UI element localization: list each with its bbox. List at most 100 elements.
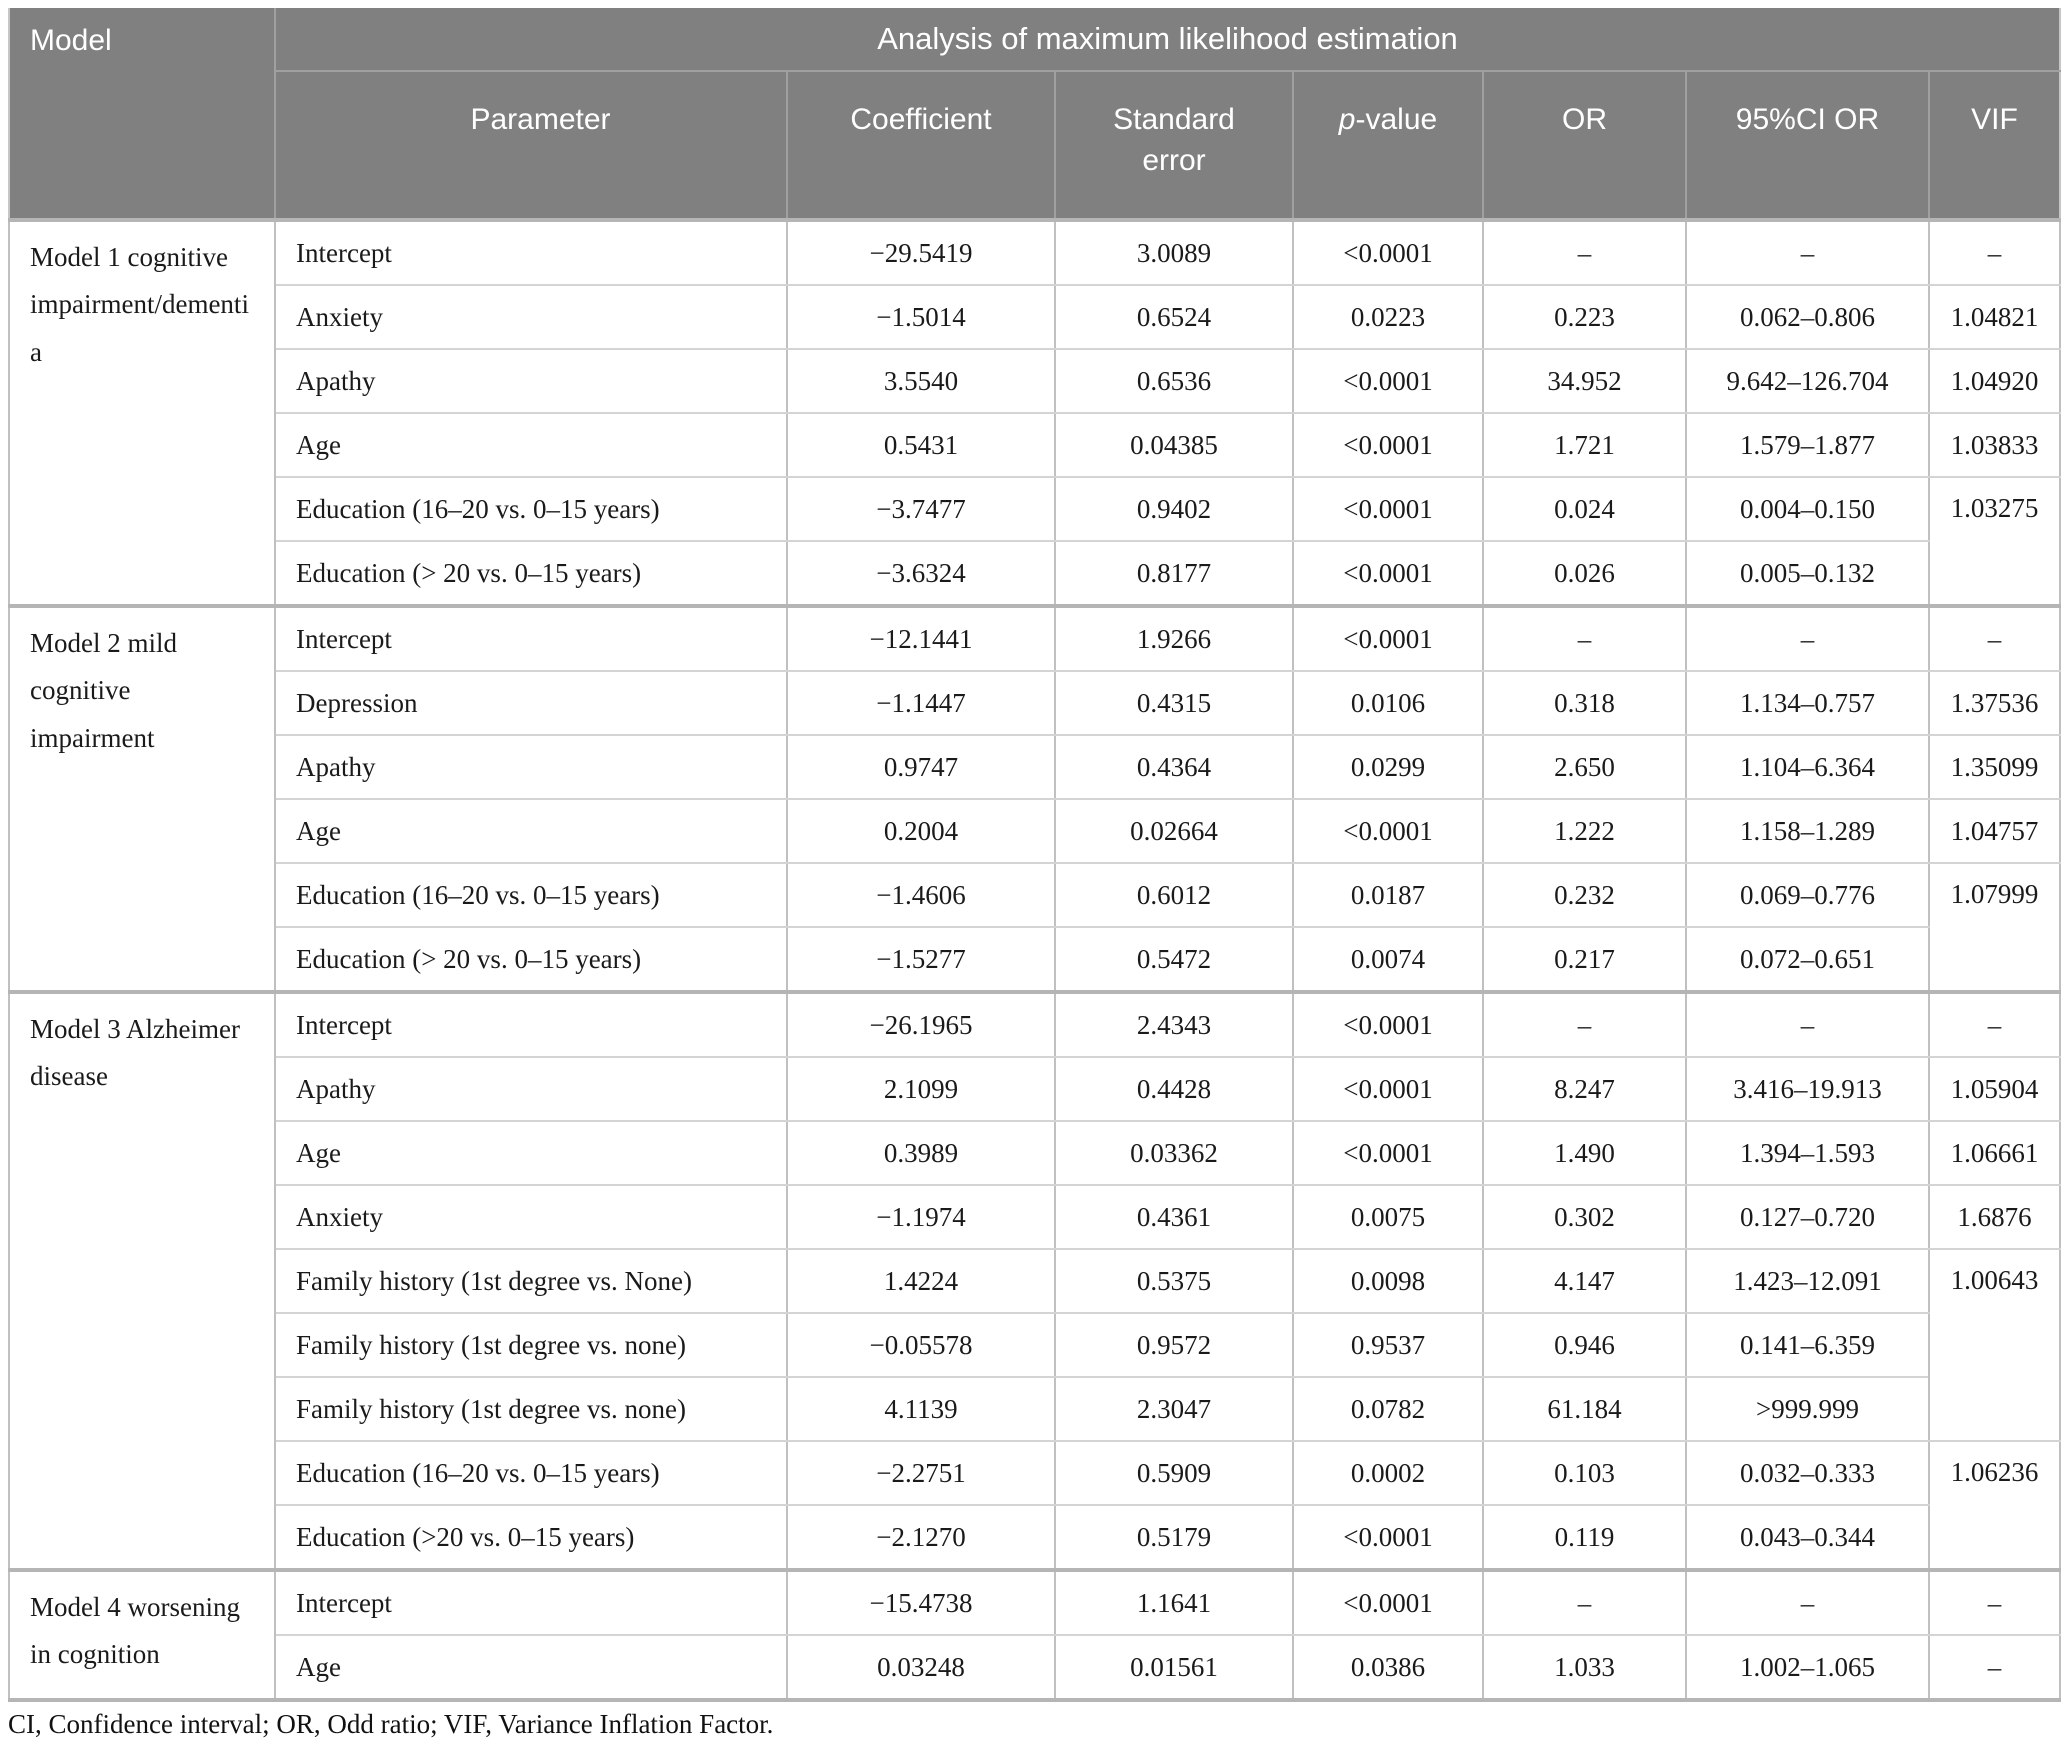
p-value-cell: <0.0001 — [1292, 1120, 1484, 1186]
coefficient-cell: −1.1447 — [786, 670, 1056, 736]
p-value-cell: 0.0386 — [1292, 1634, 1484, 1701]
table-row: Family history (1st degree vs. none) 4.11… — [9, 1376, 2060, 1442]
table-row: Age 0.2004 0.02664 <0.0001 1.222 1.158–1.289 1… — [9, 798, 2062, 864]
vif-cell: 1.6876 — [1927, 1184, 2062, 1250]
model-group: Model 4 worsening in cognition Intercept −… — [8, 1569, 2062, 1701]
p-value-cell: <0.0001 — [1292, 348, 1484, 414]
ci-or-cell: 1.579–1.877 — [1685, 412, 1930, 478]
standard-error-cell: 0.03362 — [1054, 1120, 1294, 1186]
vif-cell: – — [1927, 1569, 2062, 1636]
parameter-cell: Age — [274, 412, 788, 478]
parameter-cell: Intercept — [274, 1569, 788, 1636]
standard-error-cell: 0.6536 — [1054, 348, 1294, 414]
coefficient-cell: 0.9747 — [786, 734, 1056, 800]
ci-or-cell: 9.642–126.704 — [1685, 348, 1930, 414]
model-group: Model 1 cognitive impairment/dementia Int… — [8, 219, 2062, 607]
or-cell: 0.223 — [1482, 284, 1687, 350]
standard-error-cell: 0.6524 — [1054, 284, 1294, 350]
ci-or-cell: 0.141–6.359 — [1685, 1312, 1930, 1378]
standard-error-cell: 2.3047 — [1054, 1376, 1294, 1442]
table-footnote: CI, Confidence interval; OR, Odd ratio; … — [8, 1709, 774, 1739]
ci-or-cell: 0.127–0.720 — [1685, 1184, 1930, 1250]
standard-error-cell: 0.4364 — [1054, 734, 1294, 800]
standard-error-cell: 0.5375 — [1054, 1248, 1294, 1314]
parameter-cell: Family history (1st degree vs. none) — [274, 1312, 788, 1378]
header-row-sub: Parameter Coefficient Standard error p-v… — [9, 70, 2061, 221]
ci-or-cell: 0.043–0.344 — [1685, 1504, 1930, 1571]
p-value-cell: <0.0001 — [1292, 412, 1484, 478]
or-cell: – — [1482, 991, 1687, 1058]
or-cell: 8.247 — [1482, 1056, 1687, 1122]
standard-error-cell: 2.4343 — [1054, 991, 1294, 1058]
standard-error-cell: 0.4361 — [1054, 1184, 1294, 1250]
model-cell: Model 2 mild cognitive impairment — [8, 605, 276, 993]
coefficient-cell: 0.3989 — [786, 1120, 1056, 1186]
parameter-cell: Intercept — [274, 991, 788, 1058]
table-row: Education (16–20 vs. 0–15 years) −3.7477 0… — [9, 476, 2062, 607]
table-row: Apathy 2.1099 0.4428 <0.0001 8.247 3.416–19.9… — [9, 1056, 2062, 1122]
or-cell: 1.222 — [1482, 798, 1687, 864]
or-cell: 0.232 — [1482, 862, 1687, 928]
coefficient-cell: −2.1270 — [786, 1504, 1056, 1571]
coefficient-cell: −2.2751 — [786, 1440, 1056, 1506]
model-group: Model 2 mild cognitive impairment Interce… — [8, 605, 2062, 993]
p-value-cell: 0.0782 — [1292, 1376, 1484, 1442]
p-value-cell: <0.0001 — [1292, 1569, 1484, 1636]
or-cell: – — [1482, 605, 1687, 672]
parameter-cell: Age — [274, 1634, 788, 1701]
standard-error-cell: 0.8177 — [1054, 540, 1294, 607]
parameter-cell: Intercept — [274, 605, 788, 672]
or-cell: 0.026 — [1482, 540, 1687, 607]
ci-or-cell: 0.004–0.150 — [1685, 476, 1930, 542]
or-cell: 0.318 — [1482, 670, 1687, 736]
parameter-cell: Intercept — [274, 219, 788, 286]
or-cell: – — [1482, 219, 1687, 286]
ci-or-cell: 1.002–1.065 — [1685, 1634, 1930, 1701]
ci-or-cell: 1.134–0.757 — [1685, 670, 1930, 736]
coefficient-cell: −1.4606 — [786, 862, 1056, 928]
parameter-cell: Family history (1st degree vs. None) — [274, 1248, 788, 1314]
vif-cell: 1.04821 — [1927, 284, 2062, 350]
p-value-cell: 0.0299 — [1292, 734, 1484, 800]
p-value-cell: <0.0001 — [1292, 1056, 1484, 1122]
table-row: Model 1 cognitive impairment/dementia Int… — [8, 219, 2062, 607]
coefficient-column-header: Coefficient — [786, 70, 1056, 221]
or-cell: 0.217 — [1482, 926, 1687, 993]
ci-or-cell: 1.158–1.289 — [1685, 798, 1930, 864]
standard-error-cell: 0.5472 — [1054, 926, 1294, 993]
parameter-cell: Family history (1st degree vs. none) — [274, 1376, 788, 1442]
table-row: Model 2 mild cognitive impairment Interce… — [8, 605, 2062, 993]
table-row: Model 3 Alzheimer disease Intercept −26.19… — [8, 991, 2062, 1571]
standard-error-cell: 1.1641 — [1054, 1569, 1294, 1636]
table-row: Education (> 20 vs. 0–15 years) −3.6324 0.… — [9, 540, 2060, 607]
parameter-cell: Education (> 20 vs. 0–15 years) — [274, 540, 788, 607]
coefficient-cell: 2.1099 — [786, 1056, 1056, 1122]
ci-or-cell: 1.394–1.593 — [1685, 1120, 1930, 1186]
p-value-cell: 0.0223 — [1292, 284, 1484, 350]
table-row: Anxiety −1.1974 0.4361 0.0075 0.302 0.127–0.7… — [9, 1184, 2062, 1250]
vif-cell: 1.06236 — [1927, 1440, 2062, 1571]
p-value-cell: <0.0001 — [1292, 540, 1484, 607]
ci-or-cell: 0.072–0.651 — [1685, 926, 1930, 993]
vif-column-header: VIF — [1927, 70, 2061, 221]
parameter-cell: Anxiety — [274, 284, 788, 350]
table-row: Education (> 20 vs. 0–15 years) −1.5277 0.… — [9, 926, 2060, 993]
p-value-cell: <0.0001 — [1292, 991, 1484, 1058]
parameter-cell: Education (16–20 vs. 0–15 years) — [274, 1440, 788, 1506]
coefficient-cell: −29.5419 — [786, 219, 1056, 286]
parameter-column-header: Parameter — [274, 70, 788, 221]
p-value-cell: <0.0001 — [1292, 1504, 1484, 1571]
parameter-cell: Apathy — [274, 348, 788, 414]
ci-or-cell: 0.062–0.806 — [1685, 284, 1930, 350]
standard-error-cell: 0.01561 — [1054, 1634, 1294, 1701]
standard-error-cell: 0.9572 — [1054, 1312, 1294, 1378]
model-cell: Model 3 Alzheimer disease — [8, 991, 276, 1571]
coefficient-cell: −0.05578 — [786, 1312, 1056, 1378]
table-row: Model 4 worsening in cognition Intercept −… — [8, 1569, 2062, 1701]
or-cell: 0.103 — [1482, 1440, 1687, 1506]
or-cell: – — [1482, 1569, 1687, 1636]
standard-error-cell: 0.6012 — [1054, 862, 1294, 928]
parameter-cell: Education (16–20 vs. 0–15 years) — [274, 476, 788, 542]
standard-error-cell: 0.4428 — [1054, 1056, 1294, 1122]
